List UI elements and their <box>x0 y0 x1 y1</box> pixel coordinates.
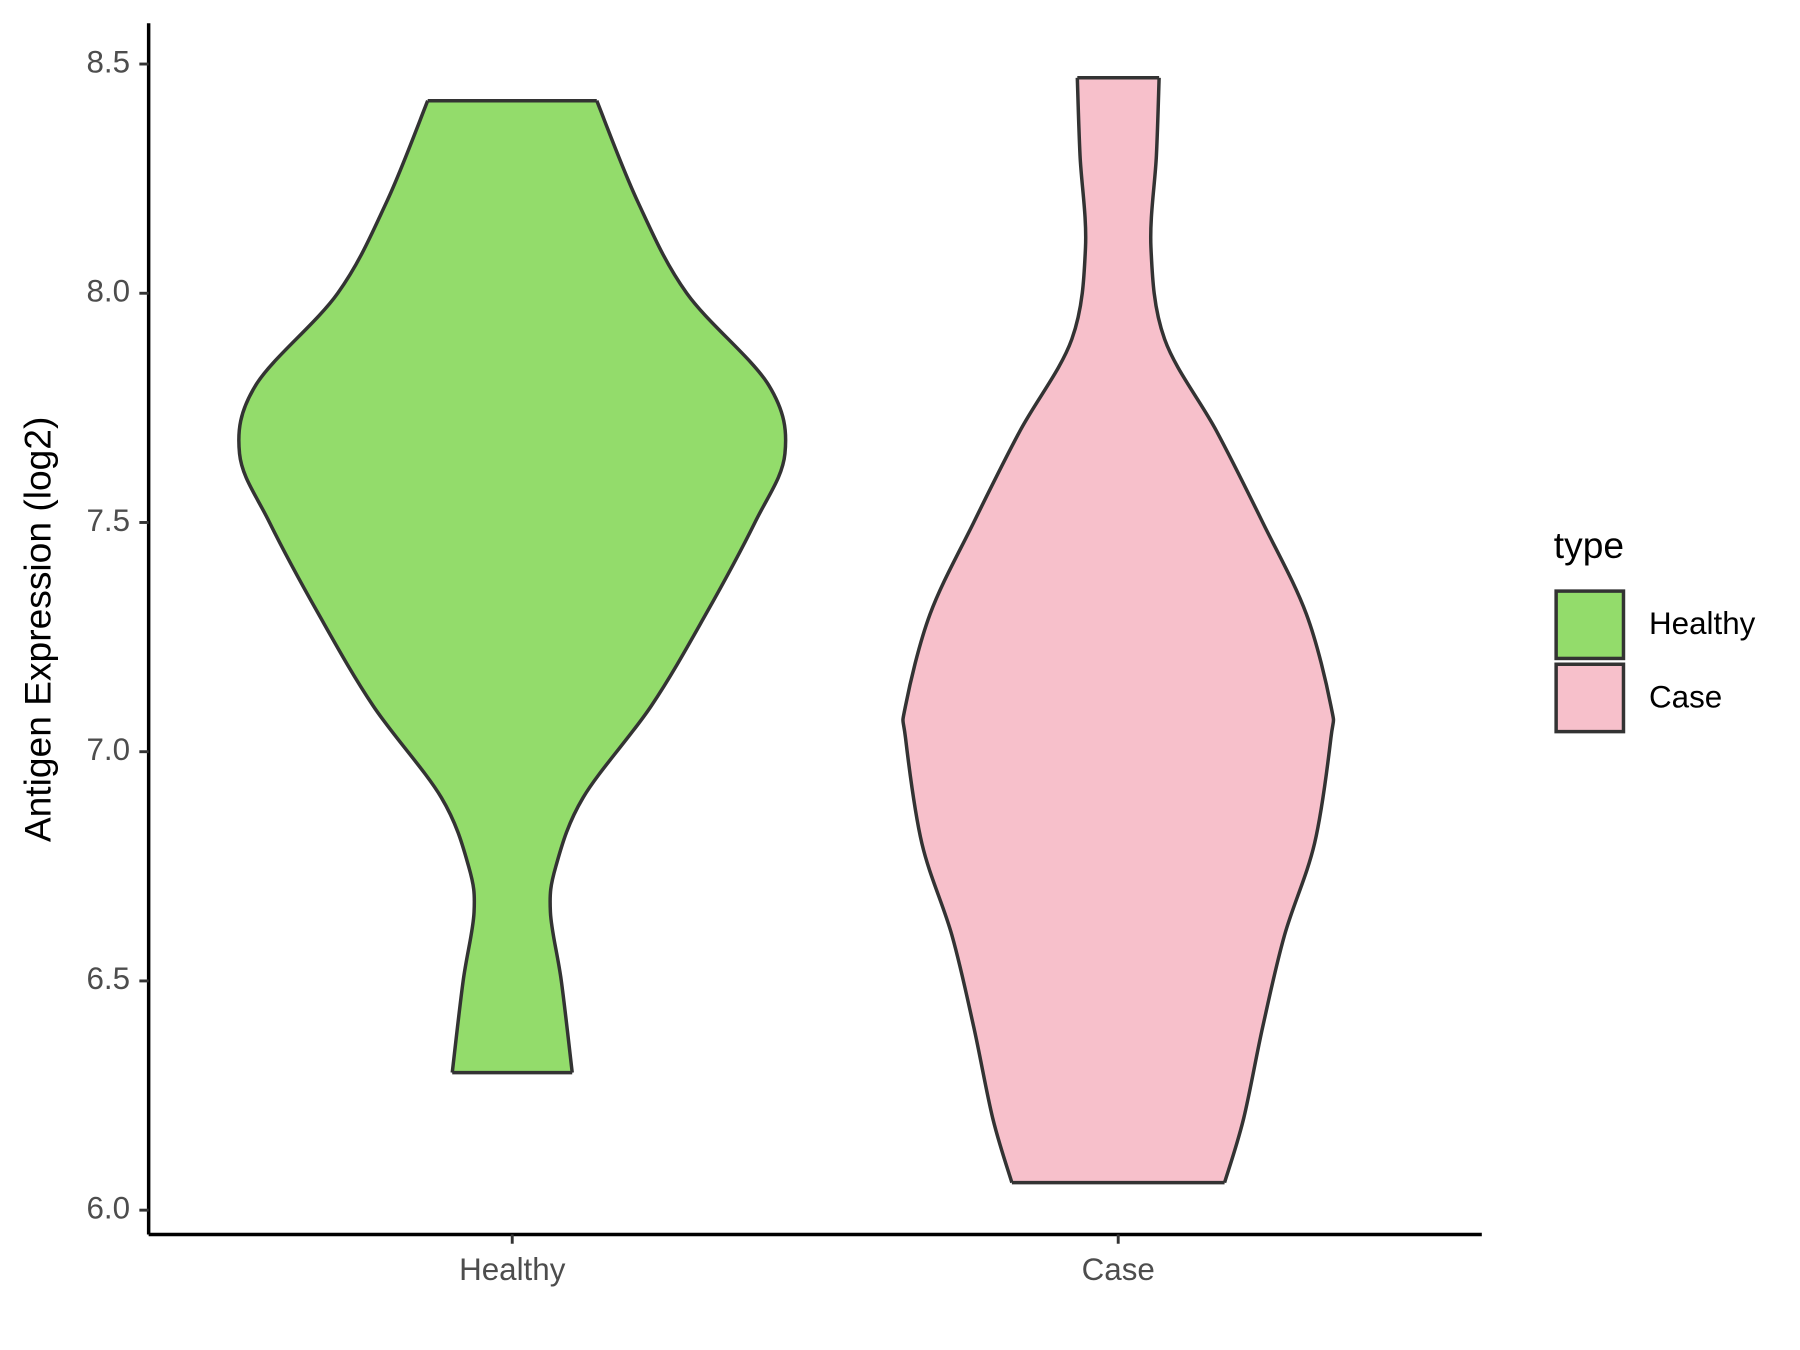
violin-fill <box>238 100 786 1073</box>
legend-label: Healthy <box>1649 606 1756 641</box>
y-tick-label: 8.5 <box>86 44 130 79</box>
y-tick-label: 6.5 <box>86 961 130 996</box>
y-axis-title: Antigen Expression (log2) <box>16 417 58 842</box>
legend-key <box>1554 589 1626 661</box>
violin-fill <box>902 77 1334 1183</box>
y-tick-label: 7.0 <box>86 732 130 767</box>
violin-outline <box>901 77 1088 1184</box>
y-tick-label: 6.0 <box>86 1190 130 1225</box>
violin-outline <box>1148 77 1336 1184</box>
legend-key <box>1554 662 1626 734</box>
x-tick-label: Healthy <box>459 1252 566 1287</box>
violin-outline <box>548 100 788 1073</box>
violin-outline <box>237 100 477 1073</box>
legend-title: type <box>1554 524 1624 566</box>
x-tick-label: Case <box>1082 1252 1155 1287</box>
legend-label: Case <box>1649 679 1722 714</box>
y-tick-label: 8.0 <box>86 274 130 309</box>
y-tick-label: 7.5 <box>86 503 130 538</box>
